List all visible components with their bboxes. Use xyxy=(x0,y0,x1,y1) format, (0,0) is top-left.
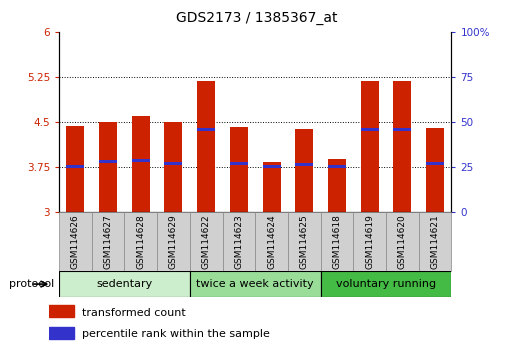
Text: GSM114620: GSM114620 xyxy=(398,214,407,269)
Bar xyxy=(361,129,379,131)
Bar xyxy=(165,161,183,165)
Bar xyxy=(197,129,215,131)
Text: GSM114621: GSM114621 xyxy=(430,214,440,269)
FancyBboxPatch shape xyxy=(223,212,255,271)
Text: GSM114619: GSM114619 xyxy=(365,214,374,269)
FancyBboxPatch shape xyxy=(59,271,190,297)
Text: percentile rank within the sample: percentile rank within the sample xyxy=(82,329,270,339)
FancyBboxPatch shape xyxy=(255,212,288,271)
FancyBboxPatch shape xyxy=(419,212,451,271)
Bar xyxy=(132,159,150,161)
Bar xyxy=(49,327,74,339)
Text: sedentary: sedentary xyxy=(96,279,152,289)
Text: protocol: protocol xyxy=(9,279,54,289)
FancyBboxPatch shape xyxy=(190,212,223,271)
Text: GDS2173 / 1385367_at: GDS2173 / 1385367_at xyxy=(176,11,337,25)
Text: GSM114623: GSM114623 xyxy=(234,214,243,269)
Bar xyxy=(426,128,444,212)
Text: GSM114622: GSM114622 xyxy=(202,214,211,269)
Text: GSM114627: GSM114627 xyxy=(104,214,112,269)
Text: GSM114628: GSM114628 xyxy=(136,214,145,269)
Bar xyxy=(99,160,117,163)
Bar xyxy=(230,127,248,212)
Bar xyxy=(197,81,215,212)
Text: voluntary running: voluntary running xyxy=(336,279,436,289)
FancyBboxPatch shape xyxy=(288,212,321,271)
Bar xyxy=(165,122,183,212)
Bar xyxy=(426,161,444,165)
FancyBboxPatch shape xyxy=(124,212,157,271)
Bar xyxy=(99,122,117,212)
Bar xyxy=(132,116,150,212)
Bar xyxy=(328,165,346,167)
Bar xyxy=(295,163,313,166)
Text: transformed count: transformed count xyxy=(82,308,186,318)
Bar xyxy=(361,81,379,212)
FancyBboxPatch shape xyxy=(386,212,419,271)
FancyBboxPatch shape xyxy=(321,212,353,271)
Bar xyxy=(230,161,248,165)
Text: GSM114626: GSM114626 xyxy=(71,214,80,269)
Text: GSM114624: GSM114624 xyxy=(267,214,276,269)
FancyBboxPatch shape xyxy=(321,271,451,297)
Text: GSM114618: GSM114618 xyxy=(332,214,342,269)
Bar xyxy=(393,81,411,212)
Bar xyxy=(66,126,84,212)
Bar xyxy=(66,165,84,167)
FancyBboxPatch shape xyxy=(92,212,124,271)
Bar xyxy=(328,159,346,212)
FancyBboxPatch shape xyxy=(353,212,386,271)
FancyBboxPatch shape xyxy=(59,212,92,271)
Text: twice a week activity: twice a week activity xyxy=(196,279,314,289)
Bar xyxy=(263,165,281,168)
Text: GSM114629: GSM114629 xyxy=(169,214,178,269)
Bar xyxy=(393,128,411,131)
Text: GSM114625: GSM114625 xyxy=(300,214,309,269)
FancyBboxPatch shape xyxy=(190,271,321,297)
Bar xyxy=(49,305,74,317)
Bar xyxy=(295,129,313,212)
Bar xyxy=(263,162,281,212)
FancyBboxPatch shape xyxy=(157,212,190,271)
